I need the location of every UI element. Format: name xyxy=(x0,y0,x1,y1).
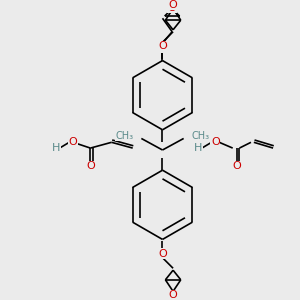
Text: CH₃: CH₃ xyxy=(116,130,134,141)
Text: O: O xyxy=(169,290,178,300)
Text: H: H xyxy=(52,143,60,153)
Text: O: O xyxy=(232,161,241,171)
Text: O: O xyxy=(86,161,95,171)
Text: O: O xyxy=(158,42,167,52)
Text: O: O xyxy=(69,137,77,147)
Text: CH₃: CH₃ xyxy=(191,130,209,141)
Text: O: O xyxy=(158,41,167,51)
Text: O: O xyxy=(211,137,220,147)
Text: O: O xyxy=(169,0,178,10)
Text: O: O xyxy=(168,3,176,13)
Text: O: O xyxy=(158,249,167,259)
Text: H: H xyxy=(194,143,202,153)
